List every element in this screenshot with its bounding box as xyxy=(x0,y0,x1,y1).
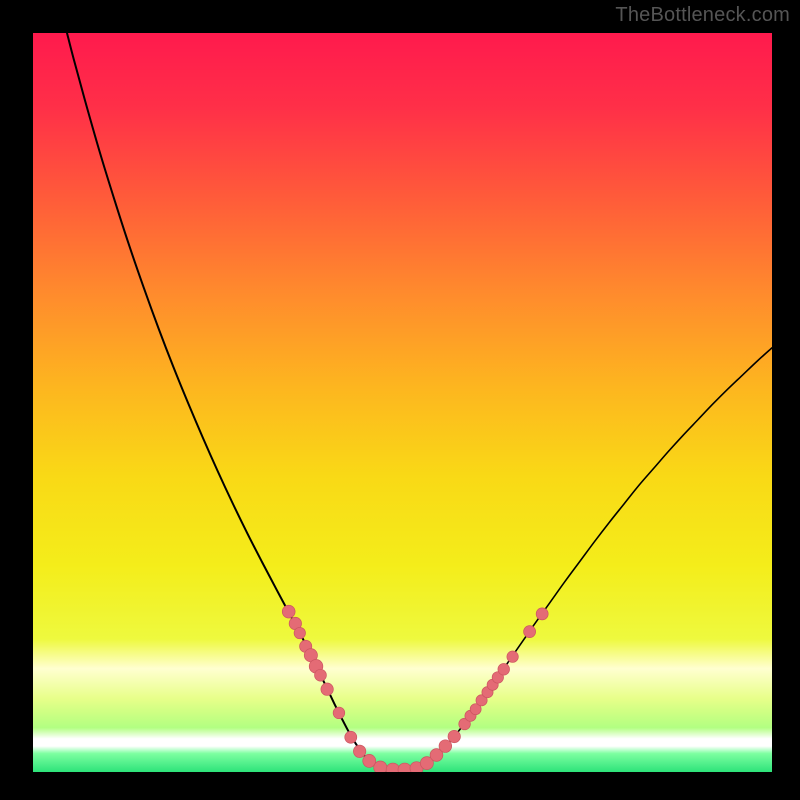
marker-dot xyxy=(439,740,452,753)
marker-dot xyxy=(536,608,548,620)
chart-frame: TheBottleneck.com xyxy=(0,0,800,800)
marker-dot xyxy=(315,669,327,681)
marker-dot xyxy=(524,626,536,638)
marker-dot xyxy=(507,651,518,662)
plot-background xyxy=(33,33,772,772)
marker-dot xyxy=(294,627,305,638)
marker-dot xyxy=(345,731,357,743)
marker-dot xyxy=(353,745,365,757)
bottleneck-curve-plot xyxy=(0,0,800,800)
marker-dot xyxy=(321,683,333,695)
watermark-text: TheBottleneck.com xyxy=(615,4,790,27)
marker-dot xyxy=(448,730,460,742)
marker-dot xyxy=(398,763,411,776)
marker-dot xyxy=(282,605,295,618)
marker-dot xyxy=(333,707,345,719)
marker-dot xyxy=(386,763,399,776)
marker-dot xyxy=(498,663,510,675)
marker-dot xyxy=(374,761,387,774)
